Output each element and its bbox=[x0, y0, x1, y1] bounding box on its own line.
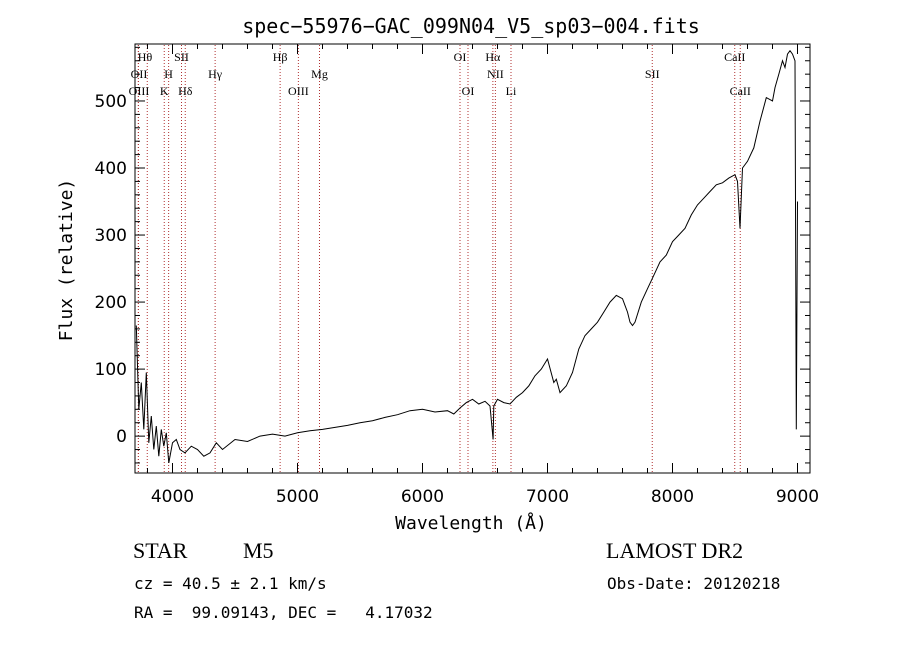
x-tick-label: 5000 bbox=[276, 487, 319, 507]
y-axis-label: Flux (relative) bbox=[56, 179, 77, 342]
y-tick-label: 500 bbox=[95, 92, 127, 112]
spectral-line-label: OIII bbox=[288, 84, 309, 98]
spectral-line-label: SII bbox=[645, 67, 660, 81]
spectral-line-markers: HθOIIOIIIHKSIIHδHγHβOIIIMgOIOIHαNIILiSII… bbox=[129, 45, 751, 472]
spectral-line-label: K bbox=[160, 84, 169, 98]
spectral-line-label: CaII bbox=[724, 50, 745, 64]
y-tick-label: 200 bbox=[95, 293, 127, 313]
coordinates: RA = 99.09143, DEC = 4.17032 bbox=[134, 603, 433, 622]
x-tick-label: 6000 bbox=[401, 487, 444, 507]
x-tick-label: 9000 bbox=[776, 487, 819, 507]
observation-date: Obs-Date: 20120218 bbox=[607, 574, 781, 593]
spectral-line-label: Li bbox=[506, 84, 517, 98]
x-tick-label: 4000 bbox=[151, 487, 194, 507]
spectral-line-label: Hθ bbox=[138, 50, 153, 64]
spectral-line-label: OI bbox=[462, 84, 475, 98]
object-subclass: M5 bbox=[243, 538, 274, 563]
redshift-velocity: cz = 40.5 ± 2.1 km/s bbox=[134, 574, 327, 593]
spectral-line-label: SII bbox=[174, 50, 189, 64]
spectral-line-label: OI bbox=[454, 50, 467, 64]
spectral-line-label: Hβ bbox=[273, 50, 288, 64]
x-tick-label: 7000 bbox=[526, 487, 569, 507]
spectral-line-label: NII bbox=[487, 67, 504, 81]
spectral-line-label: Hδ bbox=[178, 84, 193, 98]
y-tick-label: 300 bbox=[95, 226, 127, 246]
plot-frame bbox=[134, 43, 811, 474]
x-axis-label: Wavelength (Å) bbox=[395, 512, 547, 534]
axis-ticks: 4000 5000 6000 7000 8000 9000 0 100 200 300 400 500 bbox=[95, 44, 819, 507]
spectral-line-label: Hα bbox=[485, 50, 501, 64]
chart-title: spec−55976−GAC_099N04_V5_sp03−004.fits bbox=[242, 14, 700, 38]
y-tick-label: 0 bbox=[116, 427, 127, 447]
spectral-line-label: CaII bbox=[730, 84, 751, 98]
spectrum-line bbox=[135, 49, 798, 463]
y-tick-label: 100 bbox=[95, 360, 127, 380]
spectral-line-label: H bbox=[164, 67, 173, 81]
spectral-line-label: OIII bbox=[129, 84, 150, 98]
spectral-line-label: Mg bbox=[311, 67, 328, 81]
spectral-line-label: Hγ bbox=[208, 67, 223, 81]
object-class: STAR bbox=[133, 538, 188, 563]
y-tick-label: 400 bbox=[95, 159, 127, 179]
survey-name: LAMOST DR2 bbox=[606, 538, 744, 563]
x-tick-label: 8000 bbox=[651, 487, 694, 507]
